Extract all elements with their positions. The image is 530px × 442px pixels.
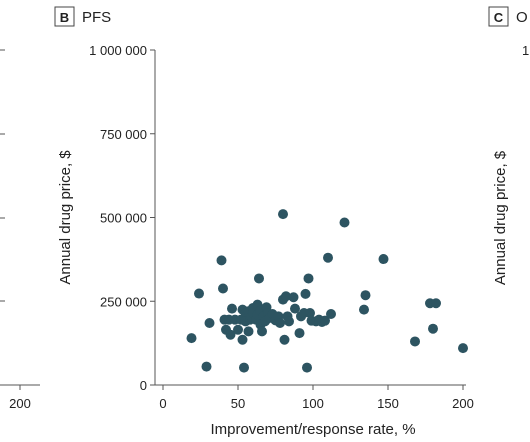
data-point	[233, 324, 243, 335]
y-tick-label: 750 000	[100, 127, 147, 142]
data-point	[186, 333, 197, 344]
data-point	[227, 303, 237, 314]
x-axis-label: Improvement/response rate, %	[210, 421, 415, 438]
panel-c-letter: C	[494, 10, 504, 25]
data-point	[257, 326, 267, 337]
x-tick-label: 100	[302, 396, 324, 411]
data-point	[281, 291, 291, 302]
y-tick-label: 250 000	[100, 294, 147, 309]
data-point	[218, 283, 228, 294]
axes	[154, 50, 466, 386]
data-point	[279, 334, 290, 345]
panel-c-fragment: C O 1 Annual drug price, $	[488, 6, 529, 285]
panel-b-chart: 0 50 100 150 200 0 250 000 500 000 750 000 1 000 …	[57, 43, 474, 438]
data-point	[284, 316, 294, 327]
panel-a-fragment: 200	[0, 49, 40, 411]
data-point	[305, 307, 315, 318]
data-point	[339, 217, 350, 228]
data-point	[243, 326, 254, 337]
data-point	[290, 303, 300, 314]
data-point	[300, 288, 311, 299]
data-point	[254, 273, 264, 284]
x-tick-label: 150	[377, 396, 399, 411]
data-point	[278, 209, 288, 220]
data-point	[378, 254, 389, 265]
x-tick-label: 50	[231, 396, 245, 411]
ticks: 0 50 100 150 200 0 250 000 500 000 750 000 1 000 …	[89, 43, 474, 411]
panel-b-title: PFS	[82, 9, 111, 26]
data-point	[275, 318, 285, 329]
x-tick-label: 200	[452, 396, 474, 411]
y-tick-label: 500 000	[100, 211, 147, 226]
panel-c-title: O	[516, 9, 528, 26]
data-point	[359, 304, 369, 315]
data-point	[204, 318, 215, 329]
data-point	[431, 298, 441, 309]
data-point	[239, 362, 249, 373]
data-point	[237, 334, 248, 345]
data-point	[294, 328, 305, 339]
data-point	[320, 315, 330, 326]
data-point	[360, 290, 371, 301]
data-point	[428, 323, 438, 334]
x-tick-label: 0	[159, 396, 166, 411]
y-axis-label: Annual drug price, $	[57, 150, 74, 285]
data-point	[201, 361, 212, 372]
data-point	[303, 273, 314, 284]
data-point	[225, 329, 236, 340]
data-point	[326, 308, 336, 319]
panel-c-y-axis-label: Annual drug price, $	[492, 150, 509, 285]
data-point	[288, 292, 299, 303]
data-point	[216, 255, 227, 266]
panel-b-letter: B	[60, 10, 69, 25]
data-point	[323, 252, 333, 263]
data-point	[302, 362, 312, 373]
data-point	[410, 336, 420, 347]
panel-b-letter-box	[54, 6, 75, 27]
y-tick-label: 0	[140, 378, 147, 393]
panel-c-letter-box	[488, 6, 509, 27]
panel-a-x-tick-label: 200	[9, 396, 31, 411]
y-tick-label: 1 000 000	[89, 43, 147, 58]
panel-b-header: B PFS	[54, 6, 111, 27]
panel-c-y-tick-label: 1	[522, 43, 529, 58]
data-point	[194, 288, 204, 299]
data-point	[458, 343, 468, 354]
data-points	[186, 209, 468, 373]
